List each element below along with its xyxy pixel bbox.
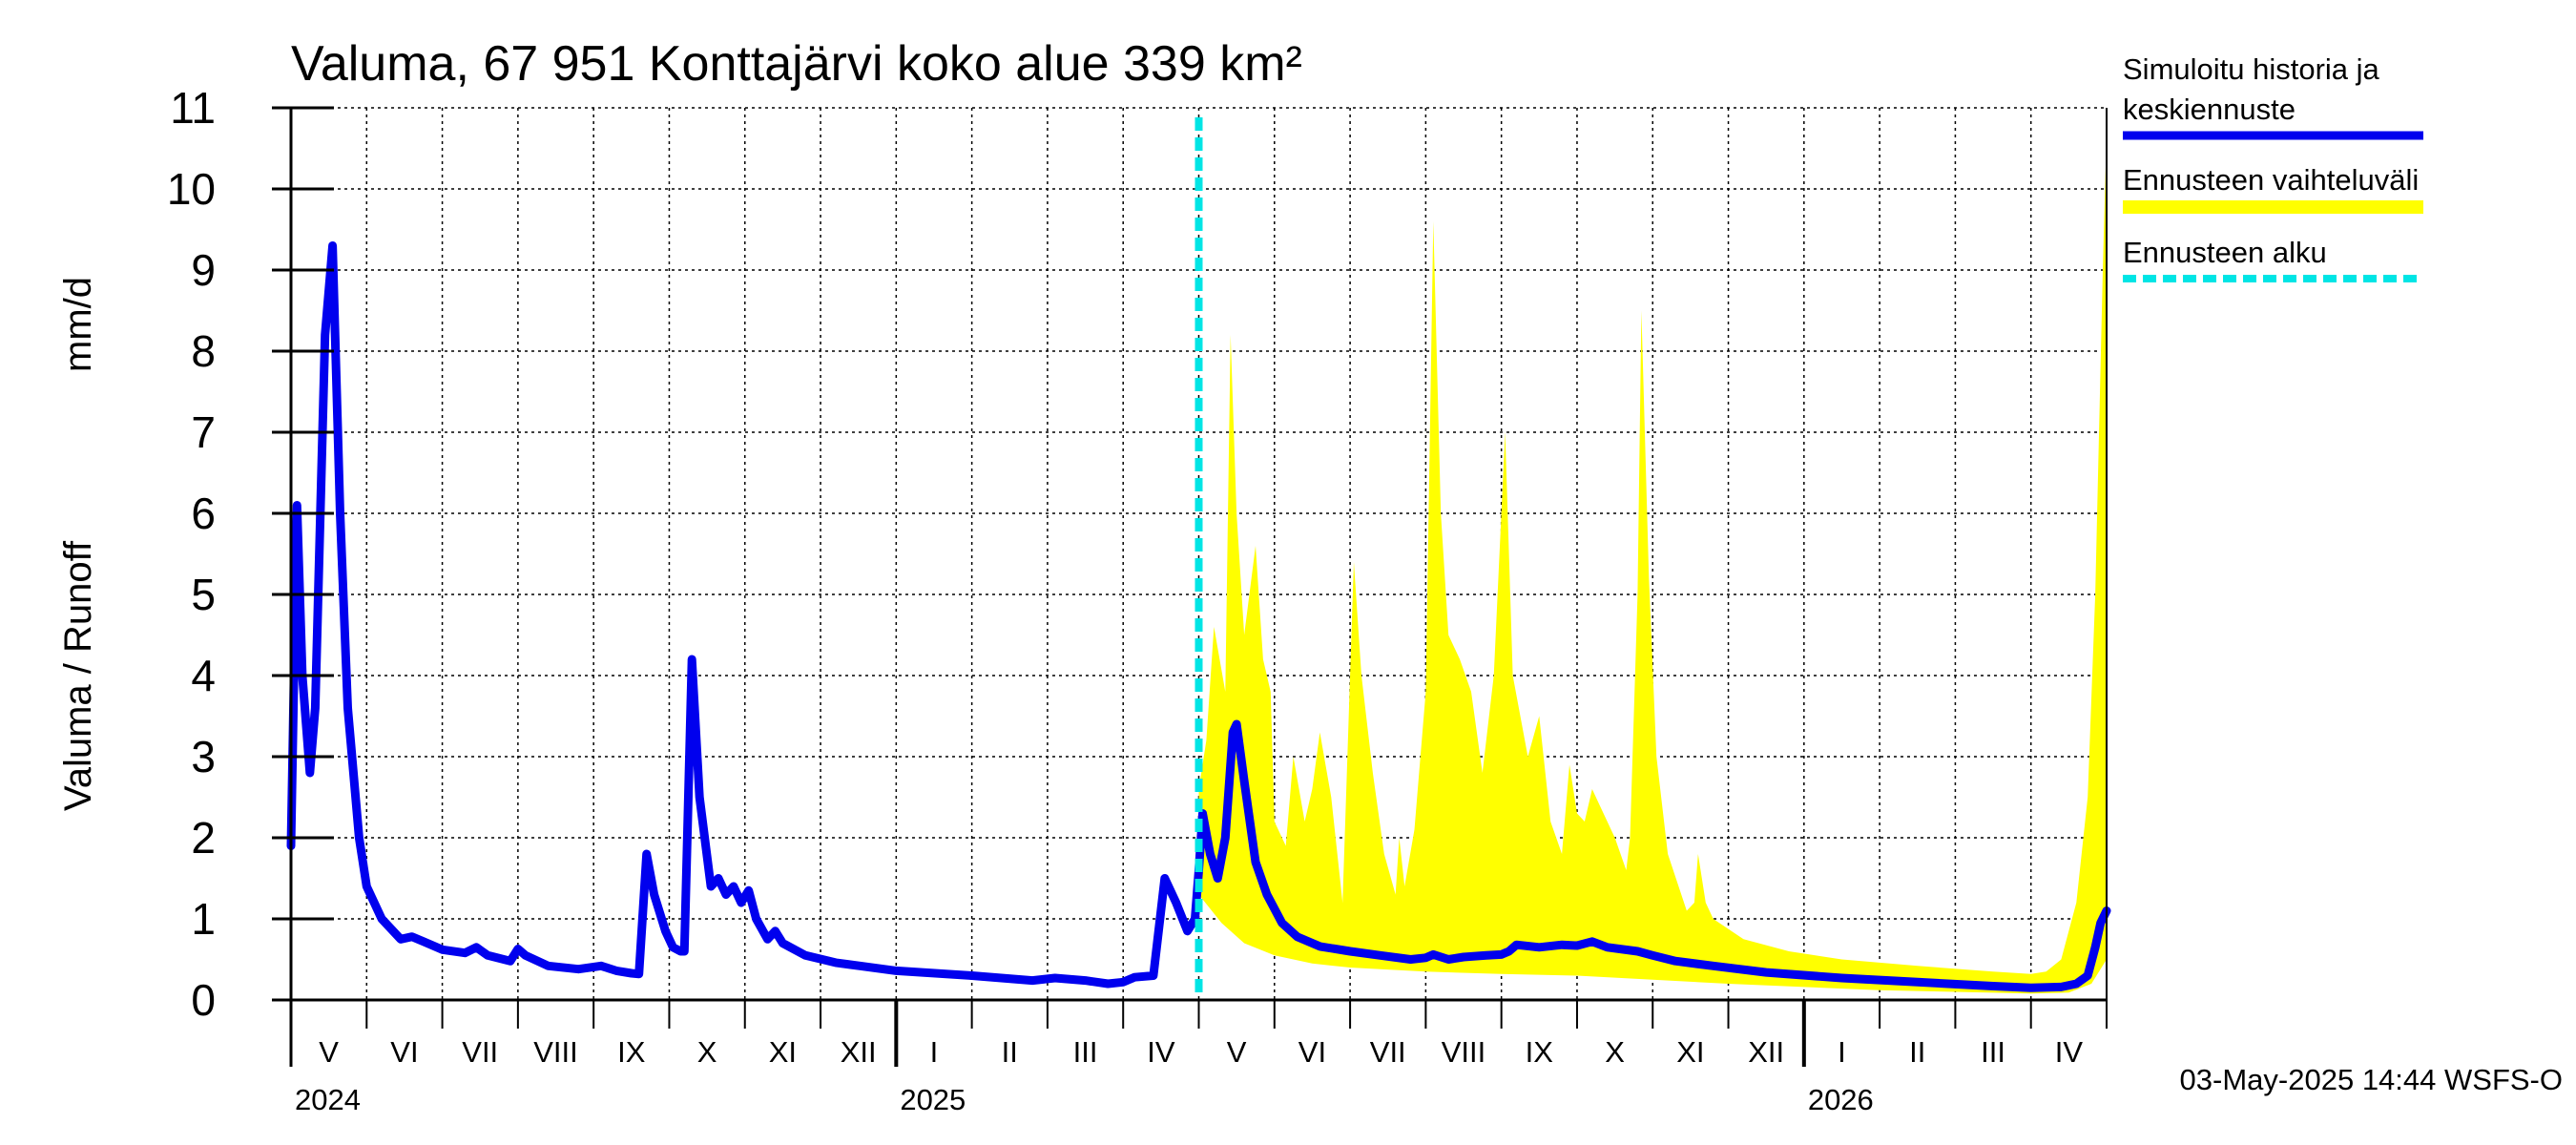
y-axis-label-unit: mm/d xyxy=(57,277,99,372)
month-label-9: II xyxy=(1002,1035,1018,1069)
forecast-range-area xyxy=(1198,132,2107,994)
month-label-4: IX xyxy=(617,1035,646,1069)
legend-label-range: Ennusteen vaihteluväli xyxy=(2123,163,2419,197)
legend: Simuloitu historia ja keskiennuste Ennuste… xyxy=(2123,52,2423,282)
footer-timestamp: 03-May-2025 14:44 WSFS-O xyxy=(2180,1063,2563,1096)
y-tick-labels: 0 1 2 3 4 5 6 7 8 9 10 11 xyxy=(167,83,216,1025)
y-axis-label: Valuma / Runoff mm/d xyxy=(57,277,99,811)
y-tick-label-8: 8 xyxy=(191,326,216,376)
year-labels: 2024 2025 2026 xyxy=(295,1083,1874,1116)
month-label-23: IV xyxy=(2055,1035,2084,1069)
month-label-2: VII xyxy=(462,1035,498,1069)
month-label-1: VI xyxy=(390,1035,418,1069)
month-label-21: II xyxy=(1909,1035,1925,1069)
series-layer xyxy=(286,241,2111,992)
month-label-22: III xyxy=(1981,1035,2005,1069)
legend-label-history-2: keskiennuste xyxy=(2123,93,2296,126)
month-label-7: XII xyxy=(841,1035,877,1069)
y-tick-label-3: 3 xyxy=(191,732,216,781)
month-label-8: I xyxy=(930,1035,939,1069)
y-tick-label-0: 0 xyxy=(191,975,216,1025)
month-label-12: V xyxy=(1227,1035,1247,1069)
legend-label-forecast-start: Ennusteen alku xyxy=(2123,236,2327,269)
y-tick-label-6: 6 xyxy=(191,489,216,538)
month-label-16: IX xyxy=(1526,1035,1554,1069)
forecast-range-band xyxy=(1198,132,2107,994)
month-labels: V VI VII VIII IX X XI XII I II III IV V VI VII VIII IX X X… xyxy=(319,1035,2083,1069)
month-label-3: VIII xyxy=(533,1035,578,1069)
month-label-17: X xyxy=(1605,1035,1625,1069)
month-label-14: VII xyxy=(1370,1035,1406,1069)
month-label-18: XI xyxy=(1676,1035,1704,1069)
y-tick-label-11: 11 xyxy=(170,83,216,133)
y-tick-label-5: 5 xyxy=(191,570,216,619)
y-tick-label-1: 1 xyxy=(191,894,216,944)
month-label-10: III xyxy=(1073,1035,1098,1069)
chart-title: Valuma, 67 951 Konttajärvi koko alue 339… xyxy=(291,36,1302,92)
month-label-20: I xyxy=(1838,1035,1846,1069)
year-label-2026: 2026 xyxy=(1808,1083,1874,1116)
y-tick-label-4: 4 xyxy=(191,651,216,700)
series-line-0 xyxy=(286,241,2111,992)
year-label-2025: 2025 xyxy=(900,1083,966,1116)
y-tick-label-7: 7 xyxy=(191,407,216,457)
month-label-15: VIII xyxy=(1442,1035,1486,1069)
month-label-19: XII xyxy=(1748,1035,1784,1069)
axes xyxy=(272,106,2108,1067)
y-axis-label-runoff: Valuma / Runoff xyxy=(57,540,99,811)
month-label-6: XI xyxy=(769,1035,797,1069)
month-label-5: X xyxy=(697,1035,717,1069)
month-label-11: IV xyxy=(1147,1035,1175,1069)
month-label-0: V xyxy=(319,1035,339,1069)
legend-label-history: Simuloitu historia ja xyxy=(2123,52,2380,86)
y-tick-label-10: 10 xyxy=(167,164,216,214)
month-label-13: VI xyxy=(1298,1035,1326,1069)
year-label-2024: 2024 xyxy=(295,1083,361,1116)
y-tick-label-2: 2 xyxy=(191,813,216,863)
y-tick-label-9: 9 xyxy=(191,245,216,295)
